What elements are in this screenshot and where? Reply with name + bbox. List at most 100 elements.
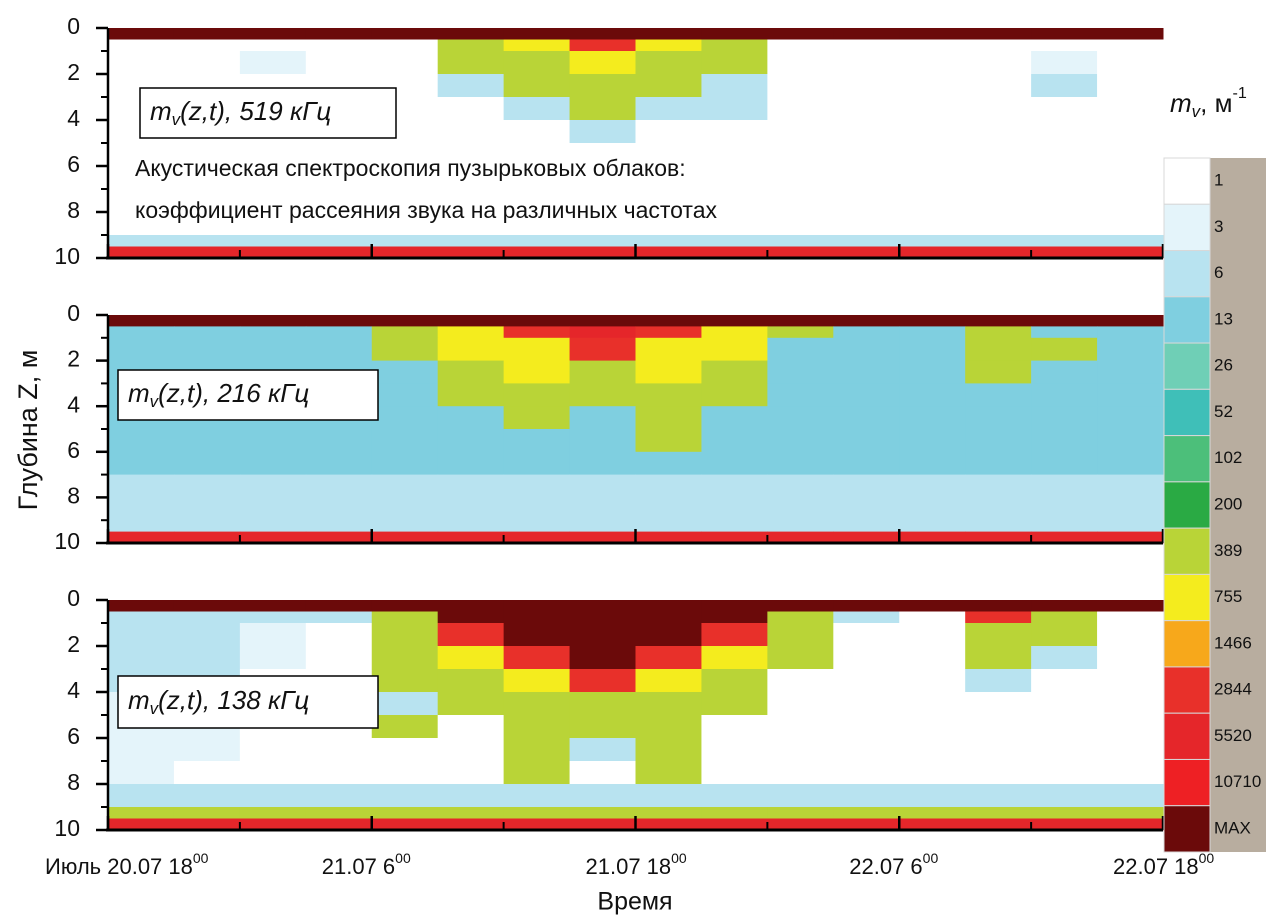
colorbar-label: 52 [1214,402,1233,421]
heat-cell [173,51,241,75]
heat-cell [108,189,175,213]
heat-cell [1097,761,1164,785]
heat-cell [371,807,439,819]
heat-cell [965,28,1032,40]
heat-cell [371,235,439,247]
heat-cell [635,212,702,236]
heat-cell [437,715,505,739]
heat-cell [767,120,834,144]
heat-cell [569,520,636,533]
y-tick-label: 6 [67,151,80,177]
heat-cell [305,497,373,521]
heat-cell [701,669,768,693]
heat-cell [1031,497,1098,521]
heat-cell [173,143,241,167]
heat-cell [239,326,307,339]
heat-cell [635,784,702,808]
heat-cell [569,315,636,327]
heat-cell [173,520,241,533]
heat-cell [1031,315,1098,327]
heat-cell [239,212,307,236]
colorbar-label: 755 [1214,587,1242,606]
heat-cell [437,497,505,521]
heat-cell [1097,474,1164,498]
heat-cell [108,738,175,762]
heat-cell [635,383,702,407]
label-text: (z,t), 138 кГц [158,685,309,715]
heat-cell [305,611,373,624]
panel-label: mv(z,t), 216 кГц [128,378,309,411]
heat-cell [767,531,834,544]
heat-cell [635,692,702,716]
heat-cell [1097,669,1164,693]
heat-cell [833,39,900,52]
heat-cell [767,315,834,327]
heat-cell [503,520,571,533]
heat-cell [437,51,505,75]
heat-cell [833,531,900,544]
heat-cell [767,51,834,75]
heat-cell [239,315,307,327]
heat-cell [1031,715,1098,739]
heat-cell [635,738,702,762]
heat-cell [239,166,307,190]
heat-cell [701,74,768,98]
colorbar-swatch [1163,250,1211,298]
heat-cell [173,326,241,339]
heat-cell [437,784,505,808]
heat-cell [371,451,439,476]
heat-cell [173,761,241,785]
label-box [117,369,379,421]
label-box [117,675,379,729]
heat-cell [833,28,900,40]
heat-cell [437,761,505,785]
y-tick-label: 8 [67,769,80,795]
heat-cell [899,669,966,693]
heat-cell [701,337,768,362]
heat-cell [701,818,768,831]
heat-cell [108,474,175,498]
heat-cell [767,235,834,247]
heat-cell [305,738,373,762]
heat-cell [239,531,307,544]
heat-cell [767,246,834,259]
heat-cell [1031,451,1098,476]
heat-cell [965,692,1032,716]
heat-cell [1097,315,1164,327]
heat-cell [767,692,834,716]
heat-cell [173,212,241,236]
heat-cell [437,143,505,167]
colorbar-label: 13 [1214,309,1233,328]
colorbar-label: 26 [1214,356,1233,375]
heat-cell [437,623,505,647]
heat-cell [371,611,439,624]
heat-cell [503,51,571,75]
symbol: m [1170,88,1192,118]
heat-cell [899,623,966,647]
heat-cell [1031,646,1098,670]
label-text: (z,t), 519 кГц [180,96,331,126]
heat-cell [767,451,834,476]
heat-cell [371,337,439,362]
heat-cell [437,520,505,533]
heat-cell [1031,807,1098,819]
y-tick-label: 4 [67,391,80,417]
heat-cell [635,360,702,384]
heat-cell [1031,611,1098,624]
heat-cell [767,429,834,453]
heat-cell [437,818,505,831]
heat-cell [701,143,768,167]
colorbar-swatch [1163,342,1211,390]
heat-cell [833,611,900,624]
heat-cell [371,497,439,521]
symbol: m [150,96,172,126]
heat-cell [965,429,1032,453]
heat-cell [635,315,702,327]
heat-cell [239,143,307,167]
colorbar-label: 6 [1214,263,1223,282]
heat-cell [437,120,505,144]
heat-cell [437,600,505,612]
heat-cell [569,212,636,236]
heat-cell [701,212,768,236]
heat-cell [503,360,571,384]
